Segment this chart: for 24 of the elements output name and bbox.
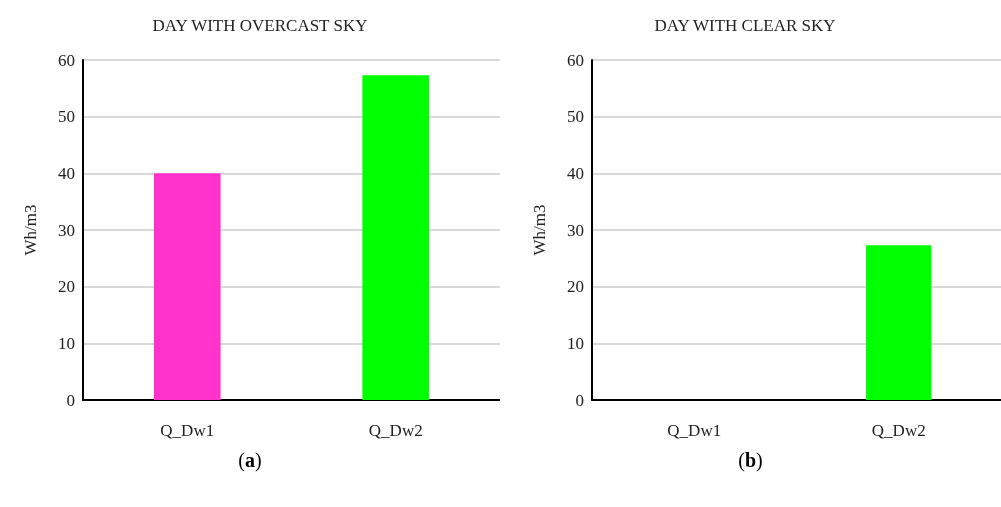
y-tick-label: 30: [567, 220, 584, 240]
y-tick-label: 60: [567, 50, 584, 70]
y-tick-label: 40: [567, 163, 584, 183]
chart-title: DAY WITH OVERCAST SKY: [152, 16, 368, 35]
x-tick-label: Q_Dw1: [160, 421, 215, 440]
y-tick-label: 20: [567, 277, 584, 297]
y-tick-label: 50: [567, 107, 584, 127]
y-tick-label: 20: [58, 277, 75, 297]
y-tick-label: 0: [66, 390, 75, 410]
y-tick-label: 40: [58, 163, 75, 183]
x-tick-label: Q_Dw1: [667, 421, 722, 440]
y-axis-title: Wh/m3: [530, 204, 549, 256]
chart-title: DAY WITH CLEAR SKY: [654, 16, 836, 35]
x-tick-label: Q_Dw2: [871, 421, 926, 440]
text: (a): [238, 449, 262, 472]
y-tick-label: 50: [58, 107, 75, 127]
text: (b): [738, 449, 763, 472]
y-tick-label: 10: [567, 333, 584, 353]
y-tick-label: 60: [58, 50, 75, 70]
y-tick-label: 30: [58, 220, 75, 240]
x-tick-label: Q_Dw2: [368, 421, 423, 440]
y-axis-title: Wh/m3: [21, 204, 40, 256]
y-tick-label: 0: [575, 390, 584, 410]
y-tick-label: 10: [58, 333, 75, 353]
